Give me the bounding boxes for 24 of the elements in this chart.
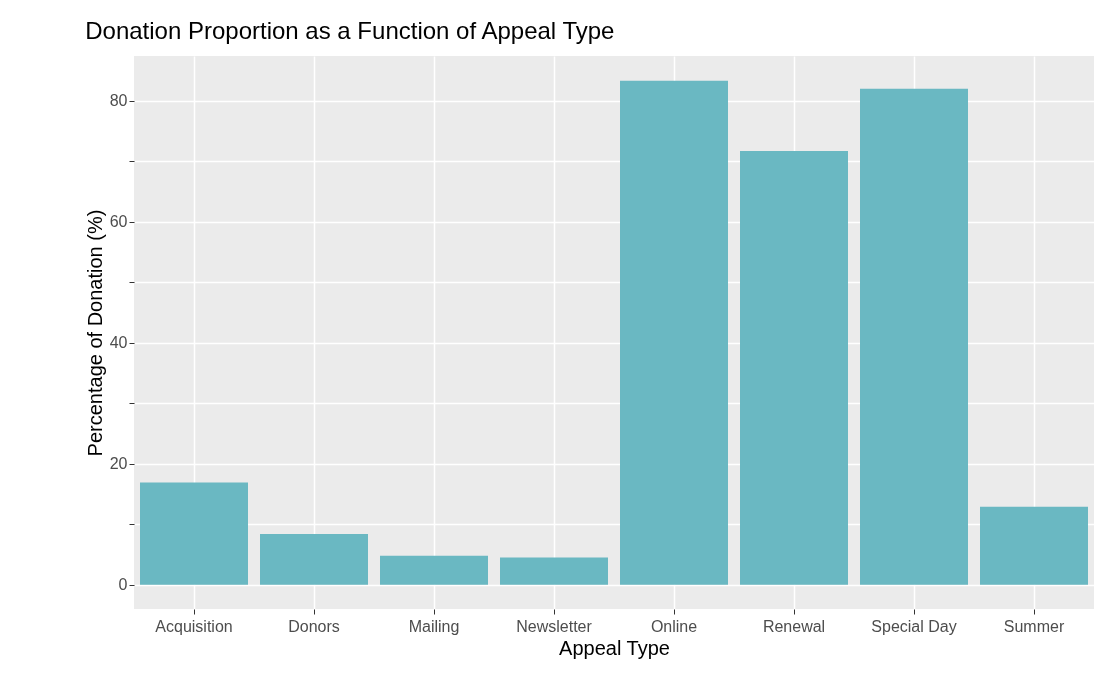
bar	[860, 88, 968, 585]
bar	[260, 533, 368, 585]
bar	[740, 150, 848, 585]
bar	[500, 557, 608, 585]
bar	[980, 506, 1088, 585]
y-tick-label: 60	[109, 213, 128, 231]
y-tick-label: 20	[109, 455, 128, 473]
y-tick-label: 40	[109, 334, 128, 352]
bar	[620, 80, 728, 585]
bar	[380, 555, 488, 585]
x-tick-label: Renewal	[762, 617, 826, 635]
x-axis-title: Appeal Type	[559, 636, 670, 659]
y-axis-title: Percentage of Donation (%)	[83, 209, 106, 457]
y-tick-label: 0	[118, 576, 128, 594]
x-tick-label: Newsletter	[516, 617, 593, 635]
x-tick-label: Donors	[288, 617, 340, 635]
y-tick-label: 80	[109, 92, 128, 110]
x-tick-label: Acquisition	[155, 617, 233, 635]
x-tick-label: Special Day	[871, 617, 957, 635]
x-tick-label: Online	[650, 617, 698, 635]
x-tick-label: Mailing	[408, 617, 460, 635]
x-tick-label: Summer	[1003, 617, 1065, 635]
chart-title: Donation Proportion as a Function of Appeal Type	[85, 17, 615, 44]
bar	[140, 482, 248, 585]
